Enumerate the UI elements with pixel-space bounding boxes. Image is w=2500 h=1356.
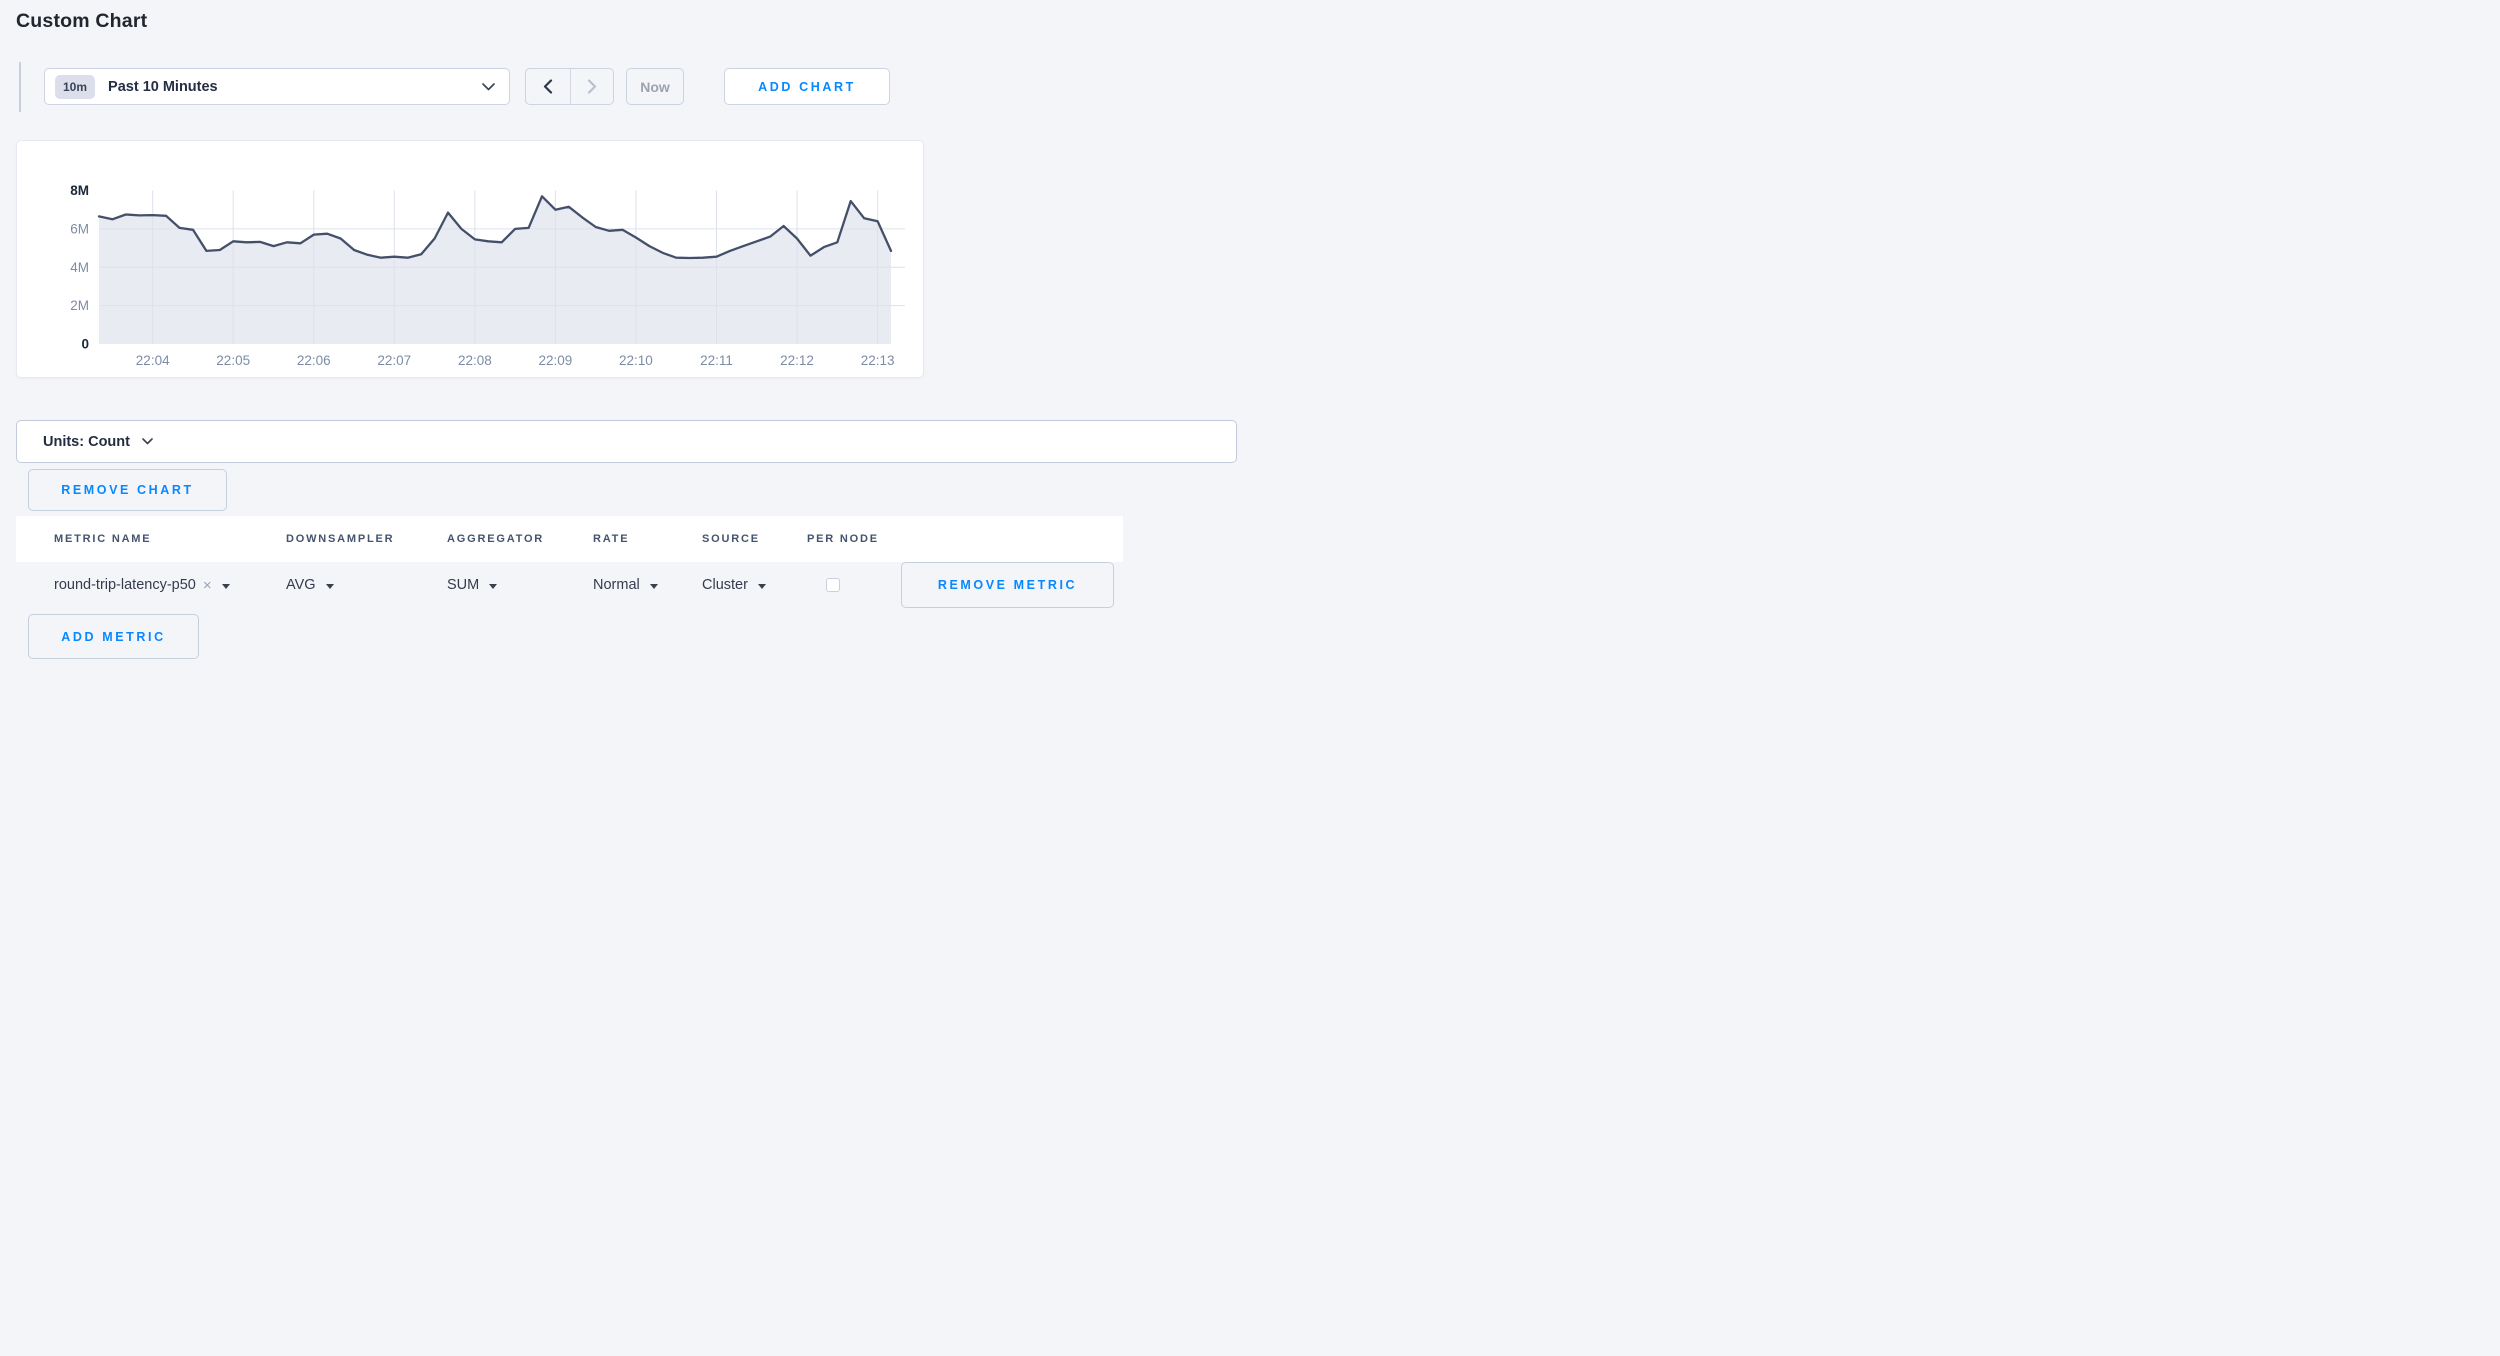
time-range-badge: 10m	[55, 74, 96, 99]
per-node-checkbox[interactable]	[826, 578, 840, 592]
svg-text:22:04: 22:04	[136, 353, 170, 368]
timeseries-area-chart[interactable]: 8M 6M 4M 2M 0 22:04 22:05 22:06 22:07 22:08 22:09 2…	[17, 141, 923, 377]
page-title: Custom Chart	[16, 10, 148, 32]
source-value: Cluster	[702, 577, 748, 593]
col-header-downsampler: DOWNSAMPLER	[286, 533, 395, 545]
caret-down-icon	[489, 583, 498, 589]
clear-icon[interactable]: ×	[202, 576, 212, 594]
col-header-aggregator: AGGREGATOR	[447, 533, 545, 545]
svg-text:2M: 2M	[70, 298, 89, 313]
svg-text:4M: 4M	[70, 260, 89, 275]
add-chart-button[interactable]: ADD CHART	[724, 68, 890, 105]
svg-text:22:13: 22:13	[861, 353, 895, 368]
col-header-source: SOURCE	[702, 533, 760, 545]
col-header-per-node: PER NODE	[807, 533, 879, 545]
svg-text:22:05: 22:05	[216, 353, 250, 368]
source-dropdown[interactable]: Cluster	[702, 562, 766, 608]
svg-text:22:08: 22:08	[458, 353, 492, 368]
remove-chart-button[interactable]: REMOVE CHART	[28, 469, 227, 511]
svg-text:6M: 6M	[70, 221, 89, 236]
svg-text:22:07: 22:07	[377, 353, 411, 368]
svg-text:22:06: 22:06	[297, 353, 331, 368]
downsampler-dropdown[interactable]: AVG	[286, 562, 334, 608]
toolbar-accent-line	[19, 62, 21, 112]
time-range-label: Past 10 Minutes	[108, 78, 218, 95]
add-metric-button[interactable]: ADD METRIC	[28, 614, 199, 659]
time-range-dropdown[interactable]: 10m Past 10 Minutes	[44, 68, 510, 105]
caret-down-icon	[221, 583, 230, 589]
time-step-button-group	[525, 68, 614, 105]
metric-name-dropdown[interactable]: round-trip-latency-p50 ×	[54, 562, 230, 608]
next-time-button[interactable]	[569, 69, 614, 104]
downsampler-value: AVG	[286, 577, 316, 593]
units-dropdown[interactable]: Units: Count	[16, 420, 1237, 463]
prev-time-button[interactable]	[526, 69, 570, 104]
svg-text:0: 0	[81, 337, 89, 352]
chevron-left-icon	[543, 79, 552, 94]
remove-metric-button[interactable]: REMOVE METRIC	[901, 562, 1114, 608]
svg-text:8M: 8M	[70, 183, 89, 198]
metric-name-value: round-trip-latency-p50	[54, 577, 196, 593]
svg-text:22:09: 22:09	[539, 353, 573, 368]
svg-text:22:11: 22:11	[700, 353, 733, 368]
aggregator-value: SUM	[447, 577, 480, 593]
rate-value: Normal	[593, 577, 640, 593]
chevron-down-icon	[482, 82, 495, 90]
svg-text:22:12: 22:12	[780, 353, 814, 368]
table-row: round-trip-latency-p50 × AVG SUM Normal …	[16, 562, 1123, 608]
chevron-right-icon	[587, 79, 596, 94]
now-button[interactable]: Now	[626, 68, 684, 105]
caret-down-icon	[757, 583, 766, 589]
metric-chart-card: 8M 6M 4M 2M 0 22:04 22:05 22:06 22:07 22:08 22:09 2…	[16, 140, 924, 378]
col-header-rate: RATE	[593, 533, 630, 545]
units-label: Units: Count	[43, 433, 130, 450]
caret-down-icon	[649, 583, 658, 589]
svg-text:22:10: 22:10	[619, 353, 653, 368]
aggregator-dropdown[interactable]: SUM	[447, 562, 498, 608]
chevron-down-icon	[142, 438, 153, 445]
col-header-metric-name: METRIC NAME	[54, 533, 152, 545]
caret-down-icon	[325, 583, 334, 589]
metrics-table-header: METRIC NAME DOWNSAMPLER AGGREGATOR RATE …	[16, 516, 1123, 562]
rate-dropdown[interactable]: Normal	[593, 562, 658, 608]
